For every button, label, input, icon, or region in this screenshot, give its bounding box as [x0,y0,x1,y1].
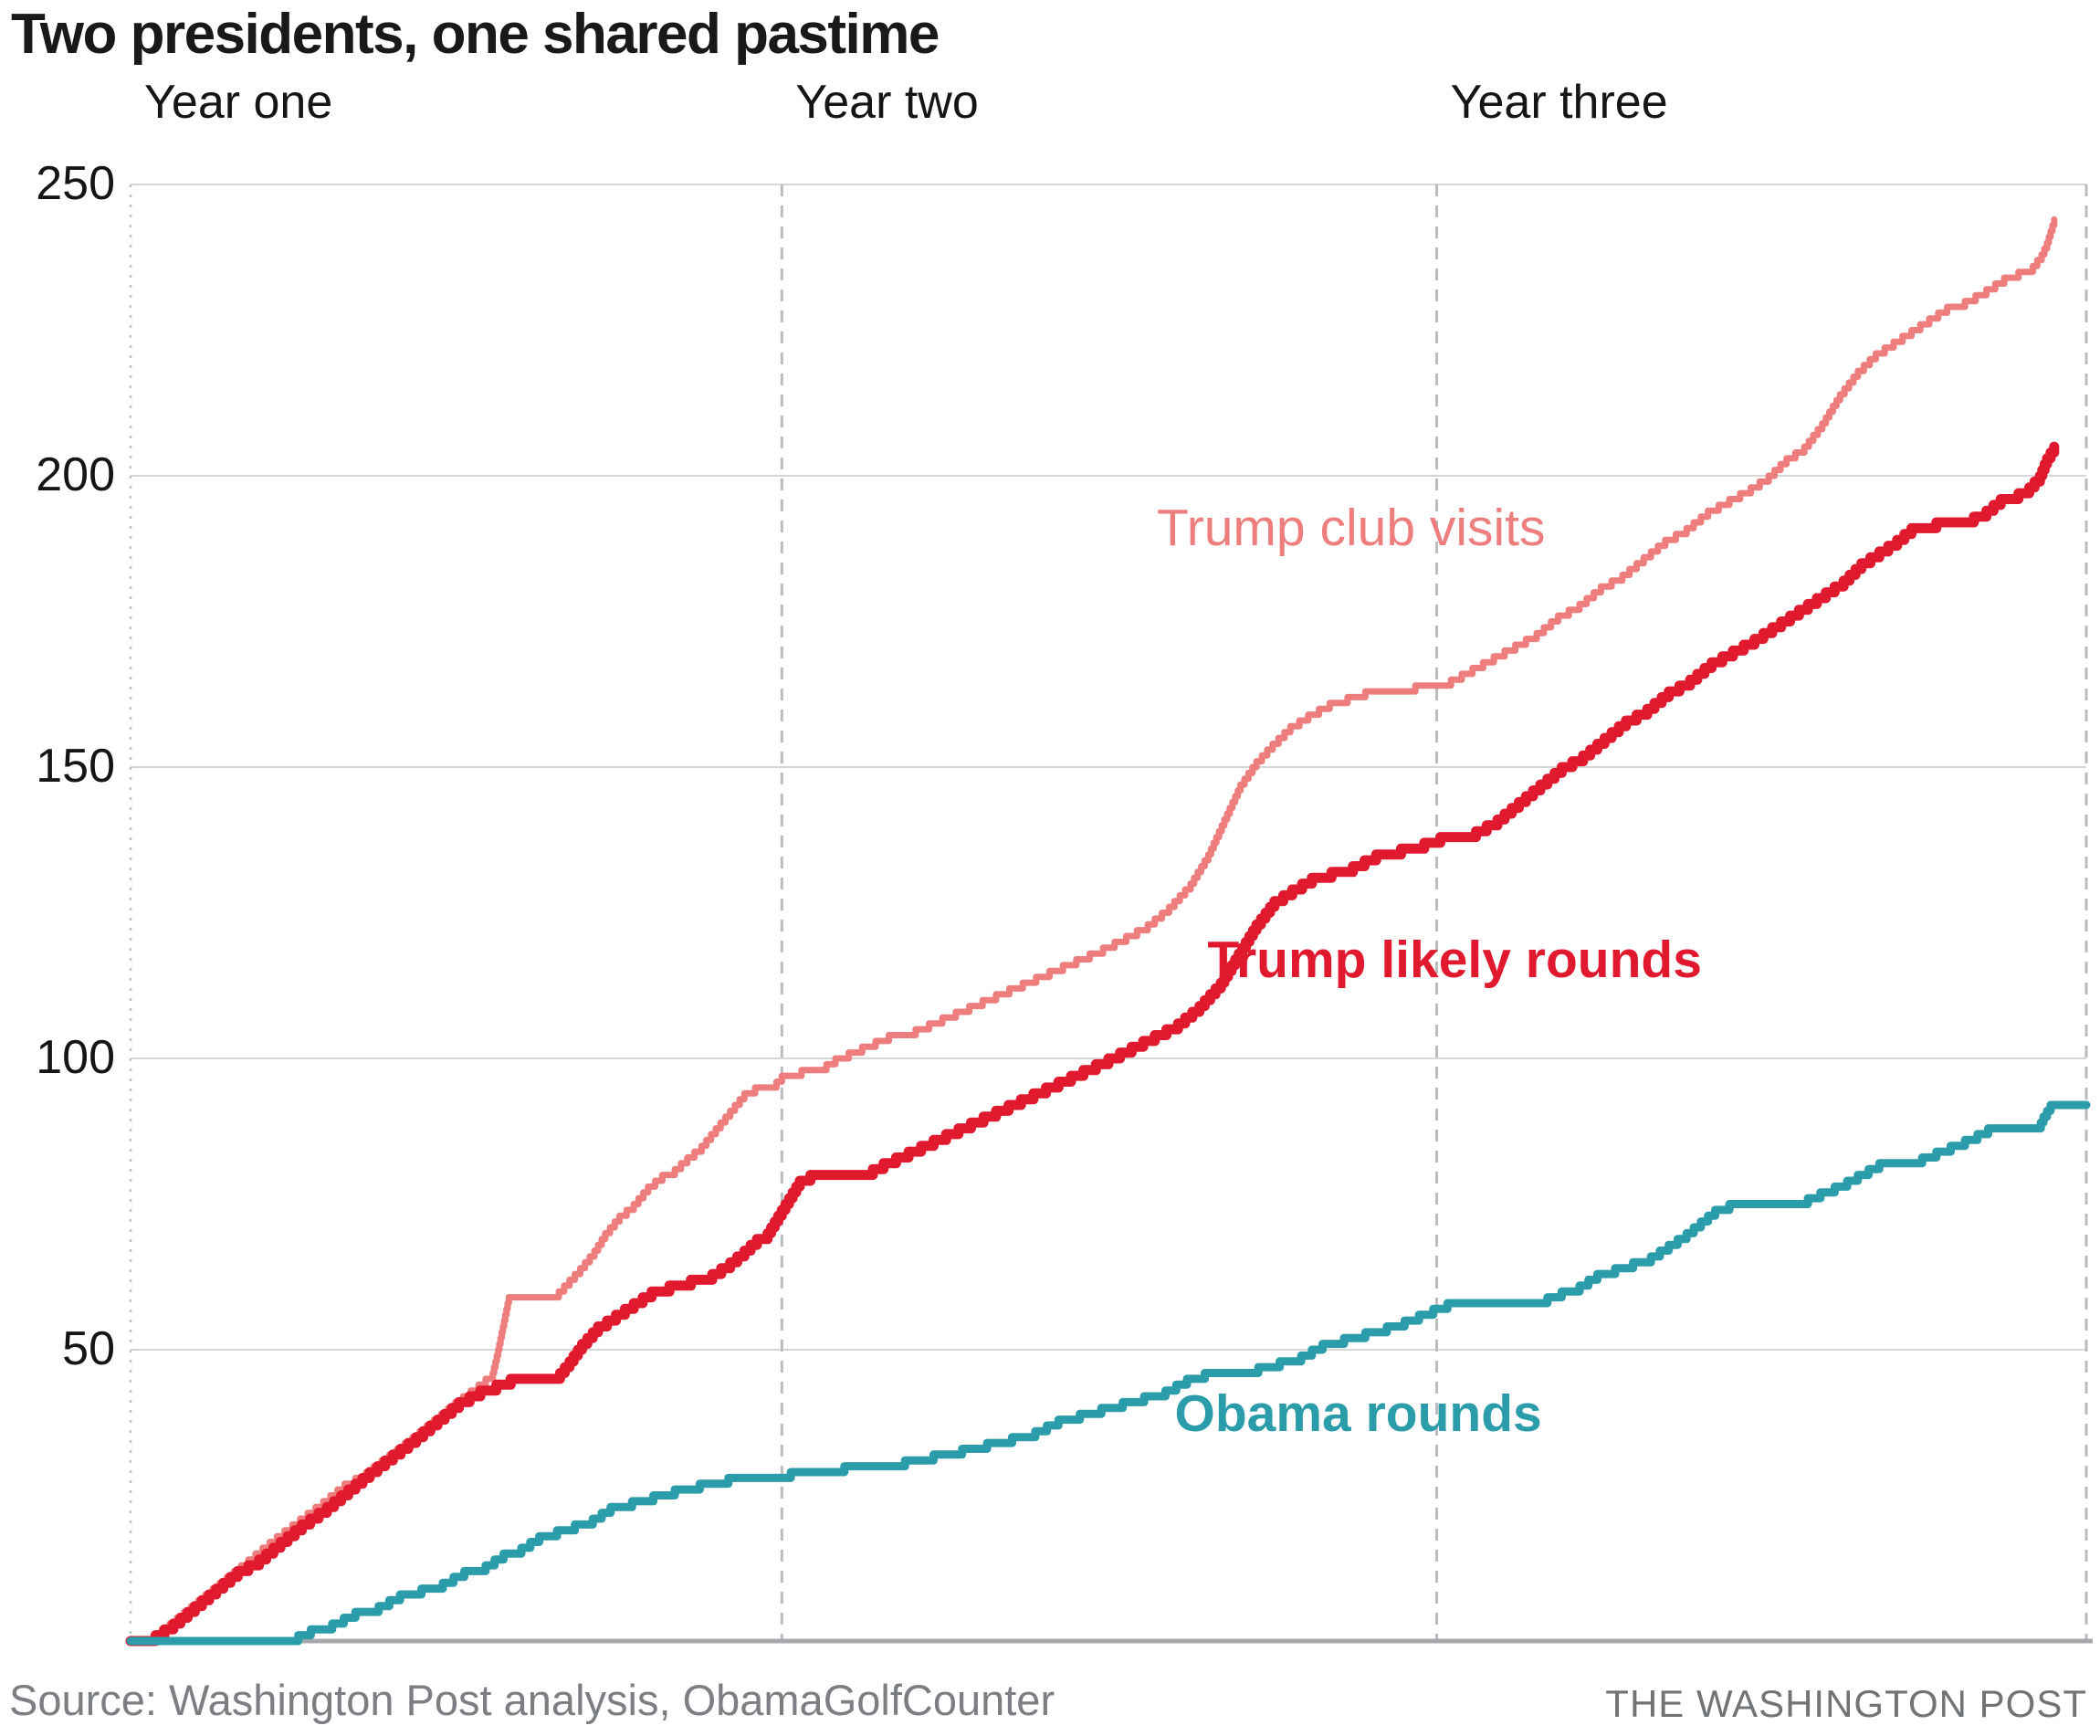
y-tick-label-200: 200 [36,448,115,501]
source-note: Source: Washington Post analysis, ObamaG… [9,1676,1055,1724]
y-tick-label-100: 100 [36,1031,115,1084]
chart-title: Two presidents, one shared pastime [11,3,940,66]
series-label-obama-rounds: Obama rounds [1174,1384,1542,1444]
y-tick-label-250: 250 [36,157,115,210]
series-line-obama-rounds [126,1100,2091,1646]
x-year-label-1: Year one [144,76,333,129]
series-lines [125,216,2091,1647]
series-line-trump-likely-rounds [125,441,2060,1647]
x-year-label-2: Year two [795,76,979,129]
publisher-credit: THE WASHINGTON POST [1605,1682,2087,1725]
series-label-trump-likely-rounds: Trump likely rounds [1207,930,1702,989]
y-tick-label-50: 50 [62,1322,115,1375]
x-year-label-3: Year three [1450,76,1668,129]
year-boundary-gridlines [129,184,2088,1641]
y-tick-label-150: 150 [36,740,115,793]
series-label-trump-club-visits: Trump club visits [1157,499,1546,558]
series-line-trump-club-visits [127,216,2058,1645]
horizontal-gridlines [131,184,2086,1351]
